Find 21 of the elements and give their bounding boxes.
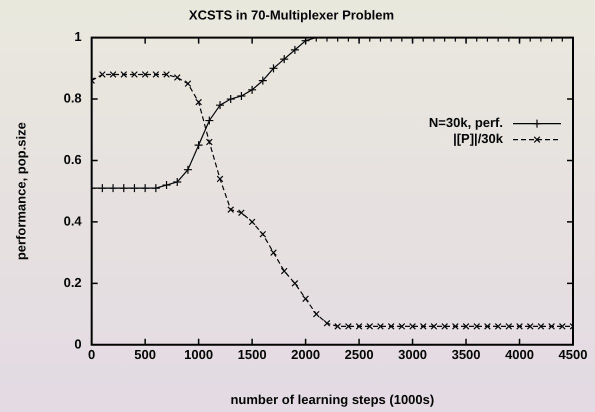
y-tick-label: 0.6 [64,152,82,168]
x-tick-label: 1000 [184,347,214,362]
legend-label: |[P]|/30k [453,131,504,146]
chart-title: XCSTS in 70-Multiplexer Problem [188,7,394,22]
y-tick-label: 0.4 [64,214,82,228]
y-tick-label: 0 [74,336,82,352]
x-tick-label: 3500 [452,347,480,362]
y-axis-title: performance, pop.size [13,122,28,260]
x-axis-title: number of learning steps (1000s) [230,392,434,407]
legend-label: N=30k, perf. [428,115,503,130]
x-tick-label: 2000 [291,347,320,362]
x-tick-label: 4000 [505,347,534,362]
x-tick-label: 0 [88,347,96,362]
x-tick-label: 3000 [398,347,428,362]
y-tick-label: 0.8 [64,90,82,106]
y-tick-label: 0.2 [64,274,82,290]
y-tick-label: 1 [74,29,82,44]
x-tick-label: 1500 [238,347,267,362]
x-tick-label: 2500 [344,347,374,362]
x-tick-label: 4500 [558,347,588,362]
x-tick-label: 500 [134,347,156,362]
